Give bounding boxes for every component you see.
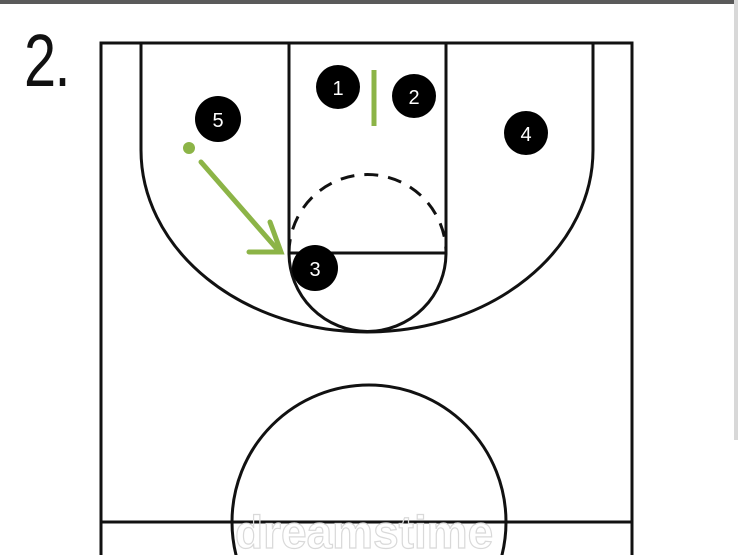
player-2: 2 — [392, 74, 436, 118]
player-marker — [292, 245, 338, 291]
step-number: 2. — [24, 19, 71, 102]
player-marker — [504, 111, 548, 155]
free-throw-lane — [287, 41, 448, 255]
player-marker — [316, 65, 360, 109]
player-3: 3 — [292, 245, 338, 291]
player-number: 1 — [332, 78, 343, 100]
movement-arrow — [198, 159, 285, 255]
movement-start-dot — [183, 142, 195, 154]
player-5: 5 — [195, 96, 241, 142]
court-boundary — [99, 41, 634, 555]
player-number: 2 — [408, 87, 419, 109]
player-number: 4 — [520, 124, 531, 146]
watermark: dreamstime — [235, 506, 493, 555]
top-border-strip — [0, 0, 738, 4]
right-edge-strip — [734, 0, 738, 440]
center-circle — [230, 383, 508, 555]
three-point-line — [139, 43, 595, 334]
player-4: 4 — [504, 111, 548, 155]
player-number: 3 — [309, 259, 320, 281]
player-marker — [195, 96, 241, 142]
player-marker — [392, 74, 436, 118]
player-1: 1 — [316, 65, 360, 109]
player-number: 5 — [212, 110, 223, 132]
free-throw-circle-top-dashed — [287, 173, 448, 254]
free-throw-circle-bottom — [287, 252, 448, 333]
